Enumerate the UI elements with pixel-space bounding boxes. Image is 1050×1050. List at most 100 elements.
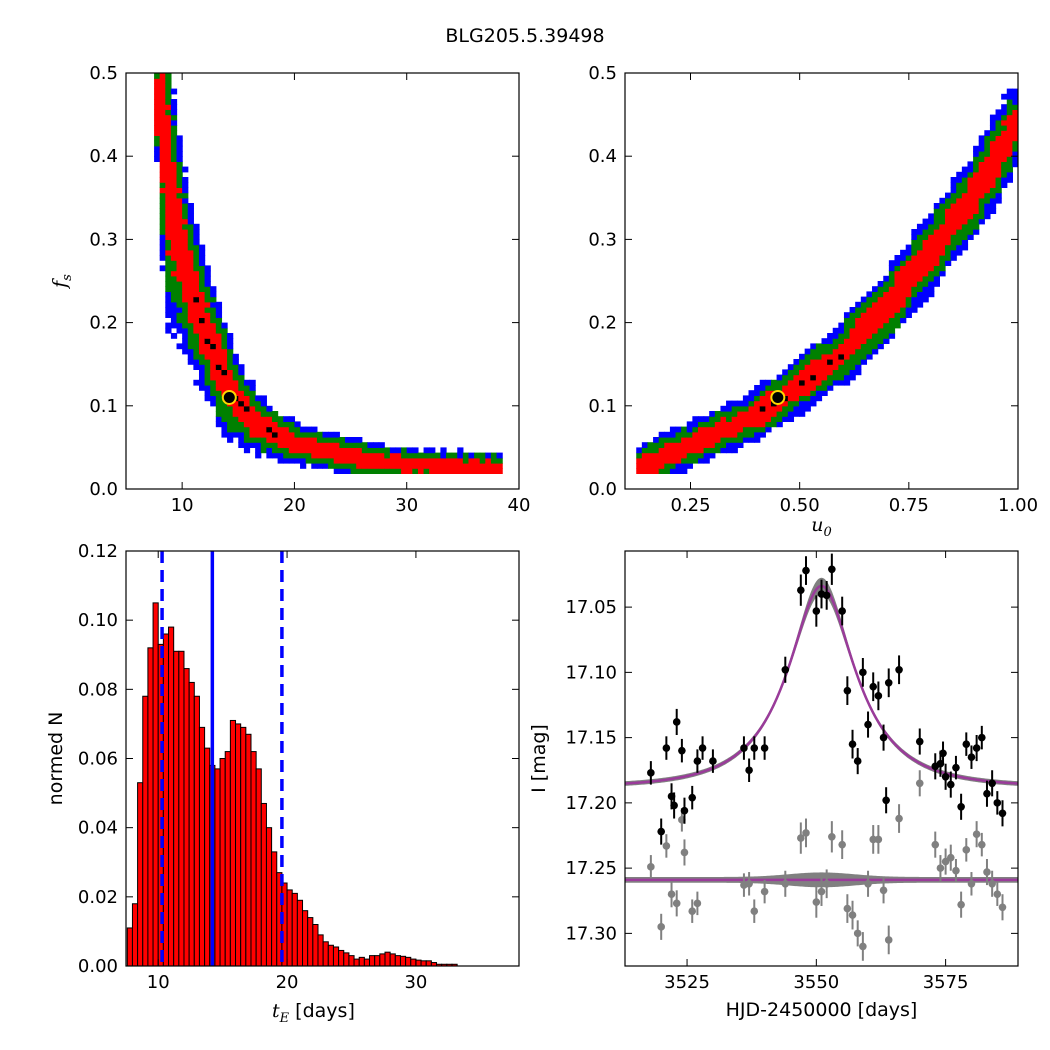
- posterior-cell: [204, 395, 211, 402]
- posterior-cell: [900, 286, 907, 292]
- posterior-cell: [967, 203, 974, 209]
- posterior-cell: [754, 421, 761, 428]
- posterior-cell: [928, 270, 935, 277]
- posterior-cell: [956, 192, 963, 199]
- posterior-cell: [961, 223, 969, 230]
- posterior-cell: [950, 229, 957, 235]
- posterior-cell: [905, 270, 912, 277]
- posterior-cell: [799, 364, 806, 370]
- posterior-cell: [182, 177, 189, 183]
- posterior-cell: [423, 457, 430, 464]
- posterior-cell: [973, 177, 980, 183]
- posterior-cell: [675, 463, 682, 469]
- posterior-cell: [950, 255, 957, 261]
- posterior-cell: [170, 213, 178, 220]
- posterior-cell: [401, 452, 408, 459]
- posterior-cell: [922, 275, 929, 282]
- posterior-cell: [170, 239, 178, 246]
- y-axis-label: fs: [49, 274, 75, 290]
- posterior-cell: [215, 338, 223, 344]
- x-tick-label: 0.75: [889, 495, 929, 516]
- posterior-cell: [984, 213, 991, 220]
- posterior-cell: [401, 447, 408, 454]
- data-point: [882, 796, 890, 805]
- posterior-cell: [905, 244, 912, 251]
- posterior-cell: [737, 421, 744, 428]
- posterior-cell: [989, 114, 997, 121]
- posterior-cell: [922, 281, 929, 287]
- posterior-cell: [328, 447, 335, 454]
- posterior-cell: [894, 307, 901, 313]
- posterior-cell: [210, 291, 217, 298]
- posterior-cell: [1012, 109, 1018, 116]
- posterior-cell: [170, 296, 178, 303]
- posterior-cell: [675, 457, 682, 464]
- posterior-cell: [165, 145, 172, 152]
- posterior-cell: [154, 130, 161, 136]
- posterior-cell: [176, 234, 183, 240]
- posterior-cell: [973, 151, 980, 157]
- posterior-cell: [956, 213, 963, 220]
- histogram-bar: [384, 951, 391, 966]
- posterior-cell: [782, 411, 789, 417]
- posterior-cell: [894, 270, 901, 277]
- posterior-cell: [726, 437, 733, 443]
- posterior-cell: [243, 426, 251, 433]
- posterior-cell: [939, 244, 946, 251]
- posterior-cell: [849, 307, 856, 313]
- posterior-cell: [198, 249, 206, 256]
- posterior-cell: [697, 416, 705, 422]
- posterior-cell: [159, 130, 166, 136]
- posterior-cell: [883, 307, 890, 313]
- posterior-cell: [726, 426, 733, 433]
- posterior-cell: [193, 322, 200, 329]
- posterior-cell: [815, 364, 823, 370]
- posterior-cell: [754, 400, 761, 407]
- posterior-cells: [154, 73, 503, 474]
- posterior-cell: [288, 421, 296, 428]
- posterior-cell: [316, 457, 324, 464]
- posterior-cell: [653, 447, 660, 454]
- posterior-cell: [945, 229, 952, 235]
- posterior-cell: [883, 286, 890, 292]
- posterior-cell: [726, 416, 733, 422]
- posterior-cell: [187, 317, 194, 324]
- posterior-cell: [328, 463, 335, 469]
- posterior-cell: [238, 405, 245, 412]
- posterior-cell: [995, 119, 1002, 126]
- posterior-cell: [984, 140, 991, 147]
- posterior-cell: [765, 426, 772, 433]
- posterior-cell: [720, 437, 727, 443]
- posterior-cell: [373, 447, 380, 454]
- posterior-cell: [305, 447, 312, 454]
- posterior-cell: [176, 229, 183, 235]
- posterior-cell: [945, 255, 952, 261]
- posterior-cell: [170, 99, 178, 105]
- posterior-cell: [967, 197, 974, 204]
- posterior-cell: [995, 145, 1002, 152]
- posterior-cell: [170, 270, 178, 277]
- posterior-cell: [641, 457, 649, 464]
- posterior-cell: [922, 229, 929, 235]
- posterior-cell: [193, 244, 200, 251]
- posterior-cell: [1012, 104, 1018, 110]
- posterior-cell: [681, 442, 688, 448]
- histogram-bar: [183, 668, 190, 966]
- posterior-cell: [894, 322, 901, 329]
- posterior-cell: [159, 218, 166, 225]
- posterior-cell: [933, 260, 940, 266]
- posterior-cell: [344, 463, 352, 469]
- posterior-cell: [956, 239, 963, 246]
- posterior-cell: [989, 182, 997, 188]
- posterior-cell: [664, 442, 671, 448]
- posterior-cell: [759, 405, 766, 412]
- posterior-cell: [266, 447, 273, 454]
- posterior-cell: [255, 452, 262, 459]
- posterior-cell: [389, 452, 397, 459]
- posterior-cell: [669, 447, 677, 454]
- posterior-cell: [294, 437, 301, 443]
- posterior-cell: [170, 265, 178, 272]
- posterior-cell: [215, 317, 223, 324]
- data-point: [693, 757, 702, 765]
